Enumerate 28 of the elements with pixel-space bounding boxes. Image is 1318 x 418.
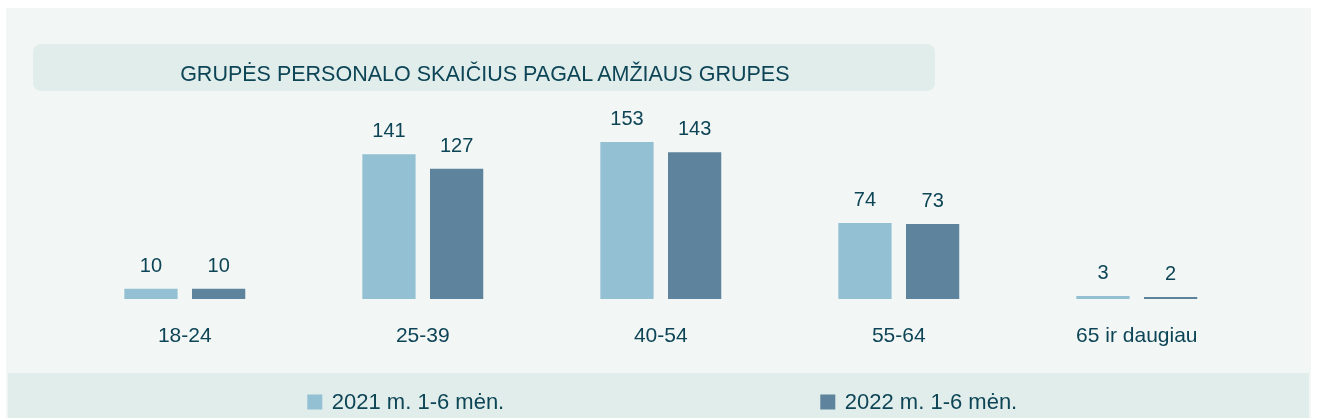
bar xyxy=(192,288,246,299)
data-label: 74 xyxy=(853,188,877,211)
data-label: 143 xyxy=(677,117,712,140)
bar xyxy=(668,152,722,299)
data-label: 3 xyxy=(1097,260,1109,283)
data-label: 153 xyxy=(610,107,644,129)
data-label: 2 xyxy=(1165,261,1177,284)
data-label: 73 xyxy=(921,189,944,212)
data-label: 10 xyxy=(207,253,230,276)
bar xyxy=(124,288,178,299)
data-label: 127 xyxy=(439,133,474,156)
bar xyxy=(838,223,892,299)
data-label: 141 xyxy=(372,119,406,142)
x-tick-label: 40-54 xyxy=(633,322,688,346)
legend-label: 2022 m. 1-6 mėn. xyxy=(844,389,1018,414)
bar xyxy=(362,154,416,299)
x-tick-label: 55-64 xyxy=(871,322,926,346)
bar xyxy=(430,168,484,299)
bar xyxy=(1076,295,1130,299)
chart-title: GRUPĖS PERSONALO SKAIČIUS PAGAL AMŽIAUS GRUPES xyxy=(180,60,790,86)
x-tick-label: 65 ir daugiau xyxy=(1076,322,1198,346)
bar xyxy=(1144,296,1198,299)
x-tick-label: 25-39 xyxy=(395,322,450,346)
data-label: 10 xyxy=(139,253,163,276)
bar xyxy=(906,224,960,299)
bar xyxy=(600,142,654,299)
legend-label: 2021 m. 1-6 mėn. xyxy=(331,389,505,414)
x-tick-label: 18-24 xyxy=(157,322,212,346)
